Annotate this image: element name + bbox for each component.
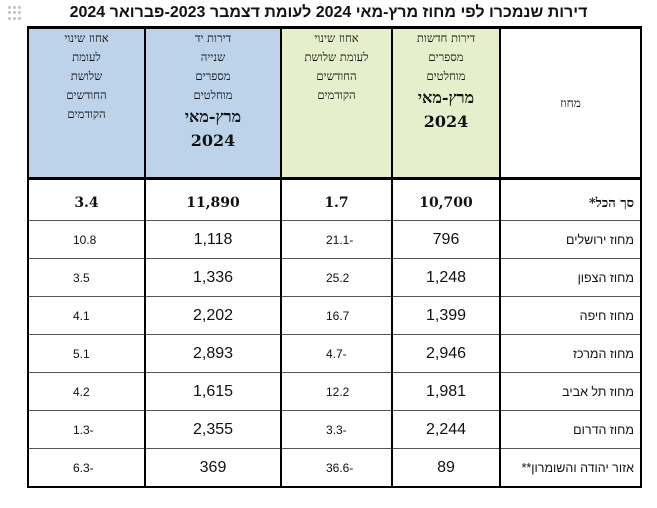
used-sold-value: 369 (144, 448, 282, 487)
table-row: מחוז הדרום 2,244 3.3- 2,355 1.3- (27, 410, 642, 449)
header-line: מוחלטים (193, 88, 233, 102)
table-row: מחוז תל אביב 1,981 12.2 1,615 4.2 (27, 372, 642, 411)
table-row: מחוז המרכז 2,946 4.7- 2,893 5.1 (27, 334, 642, 373)
new-pct-value: 12.2 (280, 372, 393, 411)
new-sold-header: דירות חדשות מספרים מוחלטים מרץ-מאי 2024 (391, 27, 501, 180)
new-pct-value: 36.6- (280, 448, 393, 487)
new-sold-value: 1,399 (391, 296, 501, 335)
used-pct-value: 5.1 (27, 334, 146, 373)
district-name: מחוז המרכז (499, 334, 642, 373)
new-sold-value: 1,248 (391, 258, 501, 297)
header-line: מספרים (195, 69, 231, 83)
used-pct-value: 4.1 (27, 296, 146, 335)
header-line: אחוז שינוי (314, 31, 359, 45)
used-sold-value: 2,893 (144, 334, 282, 373)
new-sold-value: 2,946 (391, 334, 501, 373)
sales-by-district-table: מחוז דירות חדשות מספרים מוחלטים מרץ-מאי … (27, 26, 642, 488)
used-pct-value: 4.2 (27, 372, 146, 411)
new-pct-value: 16.7 (280, 296, 393, 335)
used-sold-value: 1,118 (144, 220, 282, 259)
header-line: החודשים (66, 88, 107, 102)
header-year: 2024 (423, 112, 469, 131)
used-sold-value: 1,615 (144, 372, 282, 411)
new-sold-value: 796 (391, 220, 501, 259)
new-pct-value: 4.7- (280, 334, 393, 373)
header-line: הקודמים (67, 107, 106, 121)
district-name: מחוז חיפה (499, 296, 642, 335)
used-sold-value: 1,336 (144, 258, 282, 297)
table-row: מחוז הצפון 1,248 25.2 1,336 3.5 (27, 258, 642, 297)
header-period: מרץ-מאי (417, 88, 475, 107)
header-line: לעומת שלושת (304, 50, 369, 64)
spacer-row (27, 178, 642, 186)
used-sold-value: 2,202 (144, 296, 282, 335)
used-pct-header: אחוז שינוי לעומת שלושת החודשים הקודמים (27, 27, 146, 180)
header-line: שלושת (70, 69, 103, 83)
header-period: מרץ-מאי (184, 107, 242, 126)
used-pct-value: 3.4 (27, 186, 146, 221)
new-sold-value: 1,981 (391, 372, 501, 411)
new-pct-value: 21.1- (280, 220, 393, 259)
header-line: החודשים (316, 69, 357, 83)
used-pct-value: 3.5 (27, 258, 146, 297)
district-name: מחוז ירושלים (499, 220, 642, 259)
header-line: דירות יד (194, 31, 232, 45)
header-line: מספרים (428, 50, 464, 64)
header-line: דירות חדשות (416, 31, 476, 45)
header-line: שנייה (200, 50, 226, 64)
used-sold-value: 2,355 (144, 410, 282, 449)
new-pct-value: 3.3- (280, 410, 393, 449)
table-row: אזור יהודה והשומרון** 89 36.6- 369 6.3- (27, 448, 642, 487)
header-line: אחוז שינוי (64, 31, 109, 45)
used-sold-header: דירות יד שנייה מספרים מוחלטים מרץ-מאי 20… (144, 27, 282, 180)
used-pct-value: 1.3- (27, 410, 146, 449)
new-pct-header: אחוז שינוי לעומת שלושת החודשים הקודמים (280, 27, 393, 180)
district-name: אזור יהודה והשומרון** (499, 448, 642, 487)
used-pct-value: 10.8 (27, 220, 146, 259)
new-sold-value: 2,244 (391, 410, 501, 449)
table-row: מחוז חיפה 1,399 16.7 2,202 4.1 (27, 296, 642, 335)
district-name: מחוז הצפון (499, 258, 642, 297)
used-sold-value: 11,890 (144, 186, 282, 221)
table-title: דירות שנמכרו לפי מחוז מרץ-מאי 2024 לעומת… (69, 4, 588, 21)
total-row: סך הכל* 10,700 1.7 11,890 3.4 (27, 186, 642, 221)
header-row: מחוז דירות חדשות מספרים מוחלטים מרץ-מאי … (27, 27, 642, 180)
header-year: 2024 (190, 131, 236, 150)
district-name: סך הכל* (499, 186, 642, 221)
district-header: מחוז (499, 27, 642, 180)
table-row: מחוז ירושלים 796 21.1- 1,118 10.8 (27, 220, 642, 259)
header-line: הקודמים (317, 88, 356, 102)
used-pct-value: 6.3- (27, 448, 146, 487)
header-line: לעומת (72, 50, 101, 64)
new-pct-value: 25.2 (280, 258, 393, 297)
header-line: מוחלטים (426, 69, 466, 83)
new-sold-value: 10,700 (391, 186, 501, 221)
new-pct-value: 1.7 (280, 186, 393, 221)
drag-handle-icon[interactable] (8, 6, 22, 20)
new-sold-value: 89 (391, 448, 501, 487)
district-name: מחוז הדרום (499, 410, 642, 449)
district-name: מחוז תל אביב (499, 372, 642, 411)
